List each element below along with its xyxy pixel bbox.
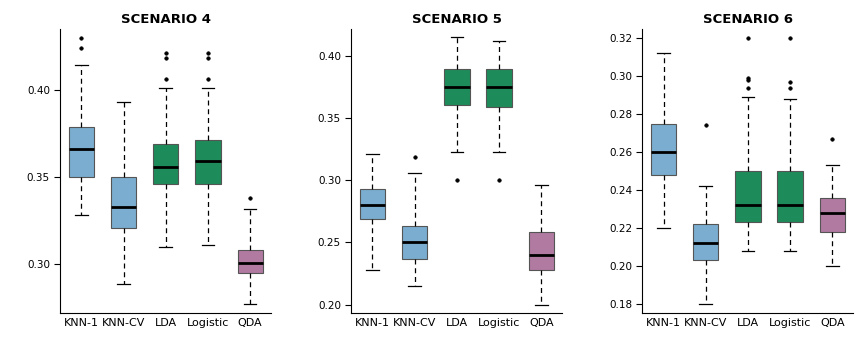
PathPatch shape xyxy=(69,126,94,177)
PathPatch shape xyxy=(692,224,717,260)
PathPatch shape xyxy=(401,226,427,258)
PathPatch shape xyxy=(819,198,844,232)
PathPatch shape xyxy=(734,171,759,222)
PathPatch shape xyxy=(238,251,263,273)
PathPatch shape xyxy=(528,233,554,270)
PathPatch shape xyxy=(443,68,469,104)
Title: SCENARIO 5: SCENARIO 5 xyxy=(412,13,501,26)
PathPatch shape xyxy=(650,123,675,175)
Title: SCENARIO 6: SCENARIO 6 xyxy=(702,13,792,26)
PathPatch shape xyxy=(153,144,178,184)
Title: SCENARIO 4: SCENARIO 4 xyxy=(121,13,211,26)
PathPatch shape xyxy=(486,68,511,107)
PathPatch shape xyxy=(195,140,220,184)
PathPatch shape xyxy=(359,189,385,219)
PathPatch shape xyxy=(777,171,802,222)
PathPatch shape xyxy=(111,177,136,228)
